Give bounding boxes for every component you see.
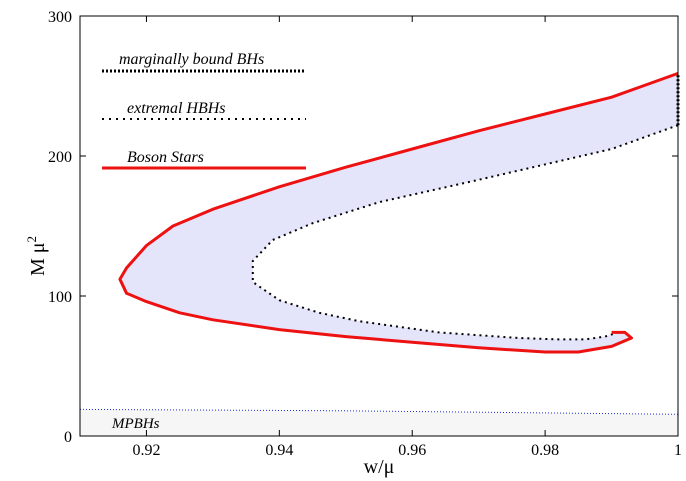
y-axis: 0 100 200 300	[48, 9, 678, 446]
legend: marginally bound BHs extremal HBHs Boson…	[102, 51, 306, 170]
y-axis-title: M μ2	[24, 236, 49, 276]
y-axis-title-base: M μ	[27, 242, 49, 276]
y-tick-label: 100	[48, 289, 72, 306]
series-extremal-hbhs-line	[251, 124, 679, 341]
x-tick-label: 0.92	[132, 442, 160, 459]
y-tick-label: 200	[48, 149, 72, 166]
y-axis-title-superscript: 2	[24, 236, 39, 243]
x-tick-label: 0.96	[398, 442, 426, 459]
y-tick-label: 300	[48, 9, 72, 26]
plot-frame	[79, 15, 679, 437]
x-tick-label: 0.94	[265, 442, 293, 459]
series-boson-stars-line	[118, 71, 679, 354]
mpbh-region	[80, 409, 678, 436]
x-axis-title: w/μ	[364, 456, 395, 478]
hbh-existence-region	[119, 73, 678, 353]
y-tick-label: 0	[64, 429, 72, 446]
x-axis: 0.92 0.94 0.96 0.98 1	[132, 16, 682, 459]
x-tick-label: 0.98	[531, 442, 559, 459]
x-tick-label: 1	[674, 442, 682, 459]
annotation-mpbhs: MPBHs	[111, 416, 160, 432]
legend-label-boson-stars: Boson Stars	[127, 149, 204, 166]
legend-label-extremal-hbhs: extremal HBHs	[127, 100, 226, 117]
legend-label-marginally-bound-bhs: marginally bound BHs	[119, 51, 264, 68]
